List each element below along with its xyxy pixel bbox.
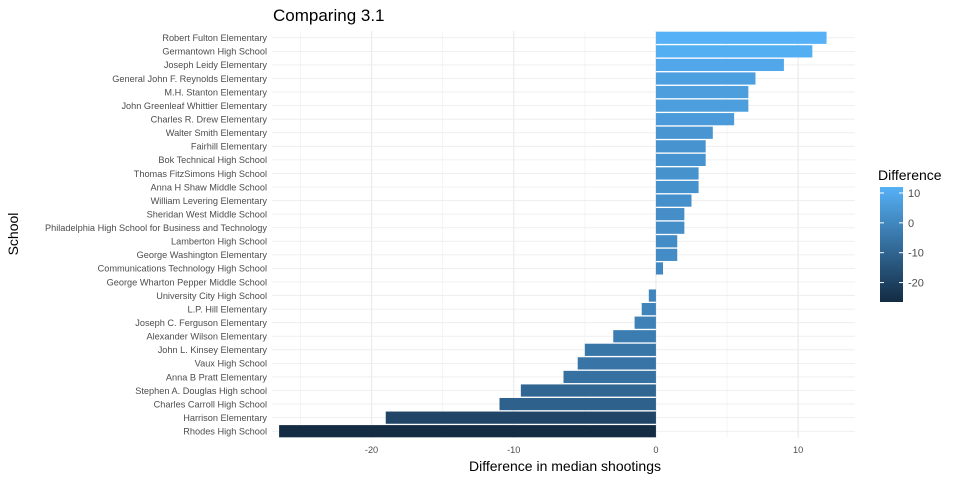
bar <box>279 425 656 438</box>
bar <box>634 316 656 329</box>
category-label: Anna H Shaw Middle School <box>151 182 267 192</box>
bar <box>655 167 699 180</box>
category-label: Anna B Pratt Elementary <box>166 372 268 382</box>
bar <box>655 72 756 85</box>
bar <box>655 113 735 126</box>
category-label: Joseph Leidy Elementary <box>164 60 268 70</box>
category-label: Alexander Wilson Elementary <box>146 332 267 342</box>
legend-ticks: 10 0 -10 -20 <box>880 188 924 290</box>
legend-tick-label: 0 <box>908 218 914 230</box>
legend-colorbar <box>880 187 903 302</box>
x-axis-title: Difference in median shootings <box>469 458 661 474</box>
category-label: Philadelphia High School for Business an… <box>45 223 267 233</box>
color-legend: Difference 10 0 -10 -20 <box>878 167 942 302</box>
bar <box>520 384 656 397</box>
category-label: John Greenleaf Whittier Elementary <box>121 101 267 111</box>
category-label: Sheridan West Middle School <box>147 209 267 219</box>
bar <box>655 58 784 72</box>
plot-panel <box>272 31 855 438</box>
bar <box>648 289 656 302</box>
bar <box>655 248 678 261</box>
category-label: George Washington Elementary <box>137 250 268 260</box>
category-label: L.P. Hill Elementary <box>188 304 268 314</box>
category-label: Germantown High School <box>162 47 267 57</box>
category-label: General John F. Reynolds Elementary <box>112 74 267 84</box>
x-axis-ticks: -20 -10 0 10 <box>365 445 803 455</box>
x-tick-label: 10 <box>793 445 803 455</box>
bar <box>655 235 678 248</box>
legend-tick-label: -20 <box>908 278 924 290</box>
category-label: William Levering Elementary <box>151 196 268 206</box>
category-label: Walter Smith Elementary <box>166 128 268 138</box>
bar <box>499 397 656 411</box>
bar <box>655 140 706 153</box>
category-label: M.H. Stanton Elementary <box>164 87 267 97</box>
bar <box>655 180 699 194</box>
bar <box>655 208 685 221</box>
category-label: Lamberton High School <box>171 237 267 247</box>
bar <box>655 262 664 275</box>
category-label: Charles R. Drew Elementary <box>151 114 268 124</box>
category-label: Thomas FitzSimons High School <box>134 169 267 179</box>
bar <box>563 370 656 384</box>
category-label: Harrison Elementary <box>183 413 267 423</box>
bar <box>655 99 749 112</box>
bar <box>584 343 656 356</box>
category-label: Stephen A. Douglas High school <box>135 386 267 396</box>
bar <box>655 85 749 99</box>
bar <box>385 411 656 424</box>
category-label: Bok Technical High School <box>158 155 267 165</box>
legend-tick-label: 10 <box>908 188 920 200</box>
chart-title: Comparing 3.1 <box>273 6 385 25</box>
bar <box>641 303 656 316</box>
bar <box>655 194 692 207</box>
y-axis-title: School <box>5 213 21 256</box>
category-label: University City High School <box>156 291 267 301</box>
category-label: Robert Fulton Elementary <box>162 33 267 43</box>
category-label: Rhodes High School <box>183 427 267 437</box>
x-tick-label: 0 <box>653 445 658 455</box>
category-label: Joseph C. Ferguson Elementary <box>135 318 267 328</box>
category-label: Vaux High School <box>195 359 267 369</box>
x-tick-label: -20 <box>365 445 378 455</box>
bar <box>655 221 685 234</box>
bar <box>613 330 656 343</box>
category-label: John L. Kinsey Elementary <box>158 345 268 355</box>
bar <box>655 126 713 139</box>
legend-title: Difference <box>878 167 942 183</box>
x-tick-label: -10 <box>507 445 520 455</box>
category-labels: Robert Fulton Elementary Germantown High … <box>45 33 267 436</box>
bar <box>577 357 656 370</box>
category-label: Communications Technology High School <box>98 264 267 274</box>
bar <box>655 45 813 58</box>
category-label: George Wharton Pepper Middle School <box>107 277 267 287</box>
legend-tick-label: -10 <box>908 248 924 260</box>
category-label: Fairhill Elementary <box>191 142 267 152</box>
category-label: Charles Carroll High School <box>154 399 267 409</box>
bar <box>655 31 827 44</box>
bar <box>655 153 706 166</box>
